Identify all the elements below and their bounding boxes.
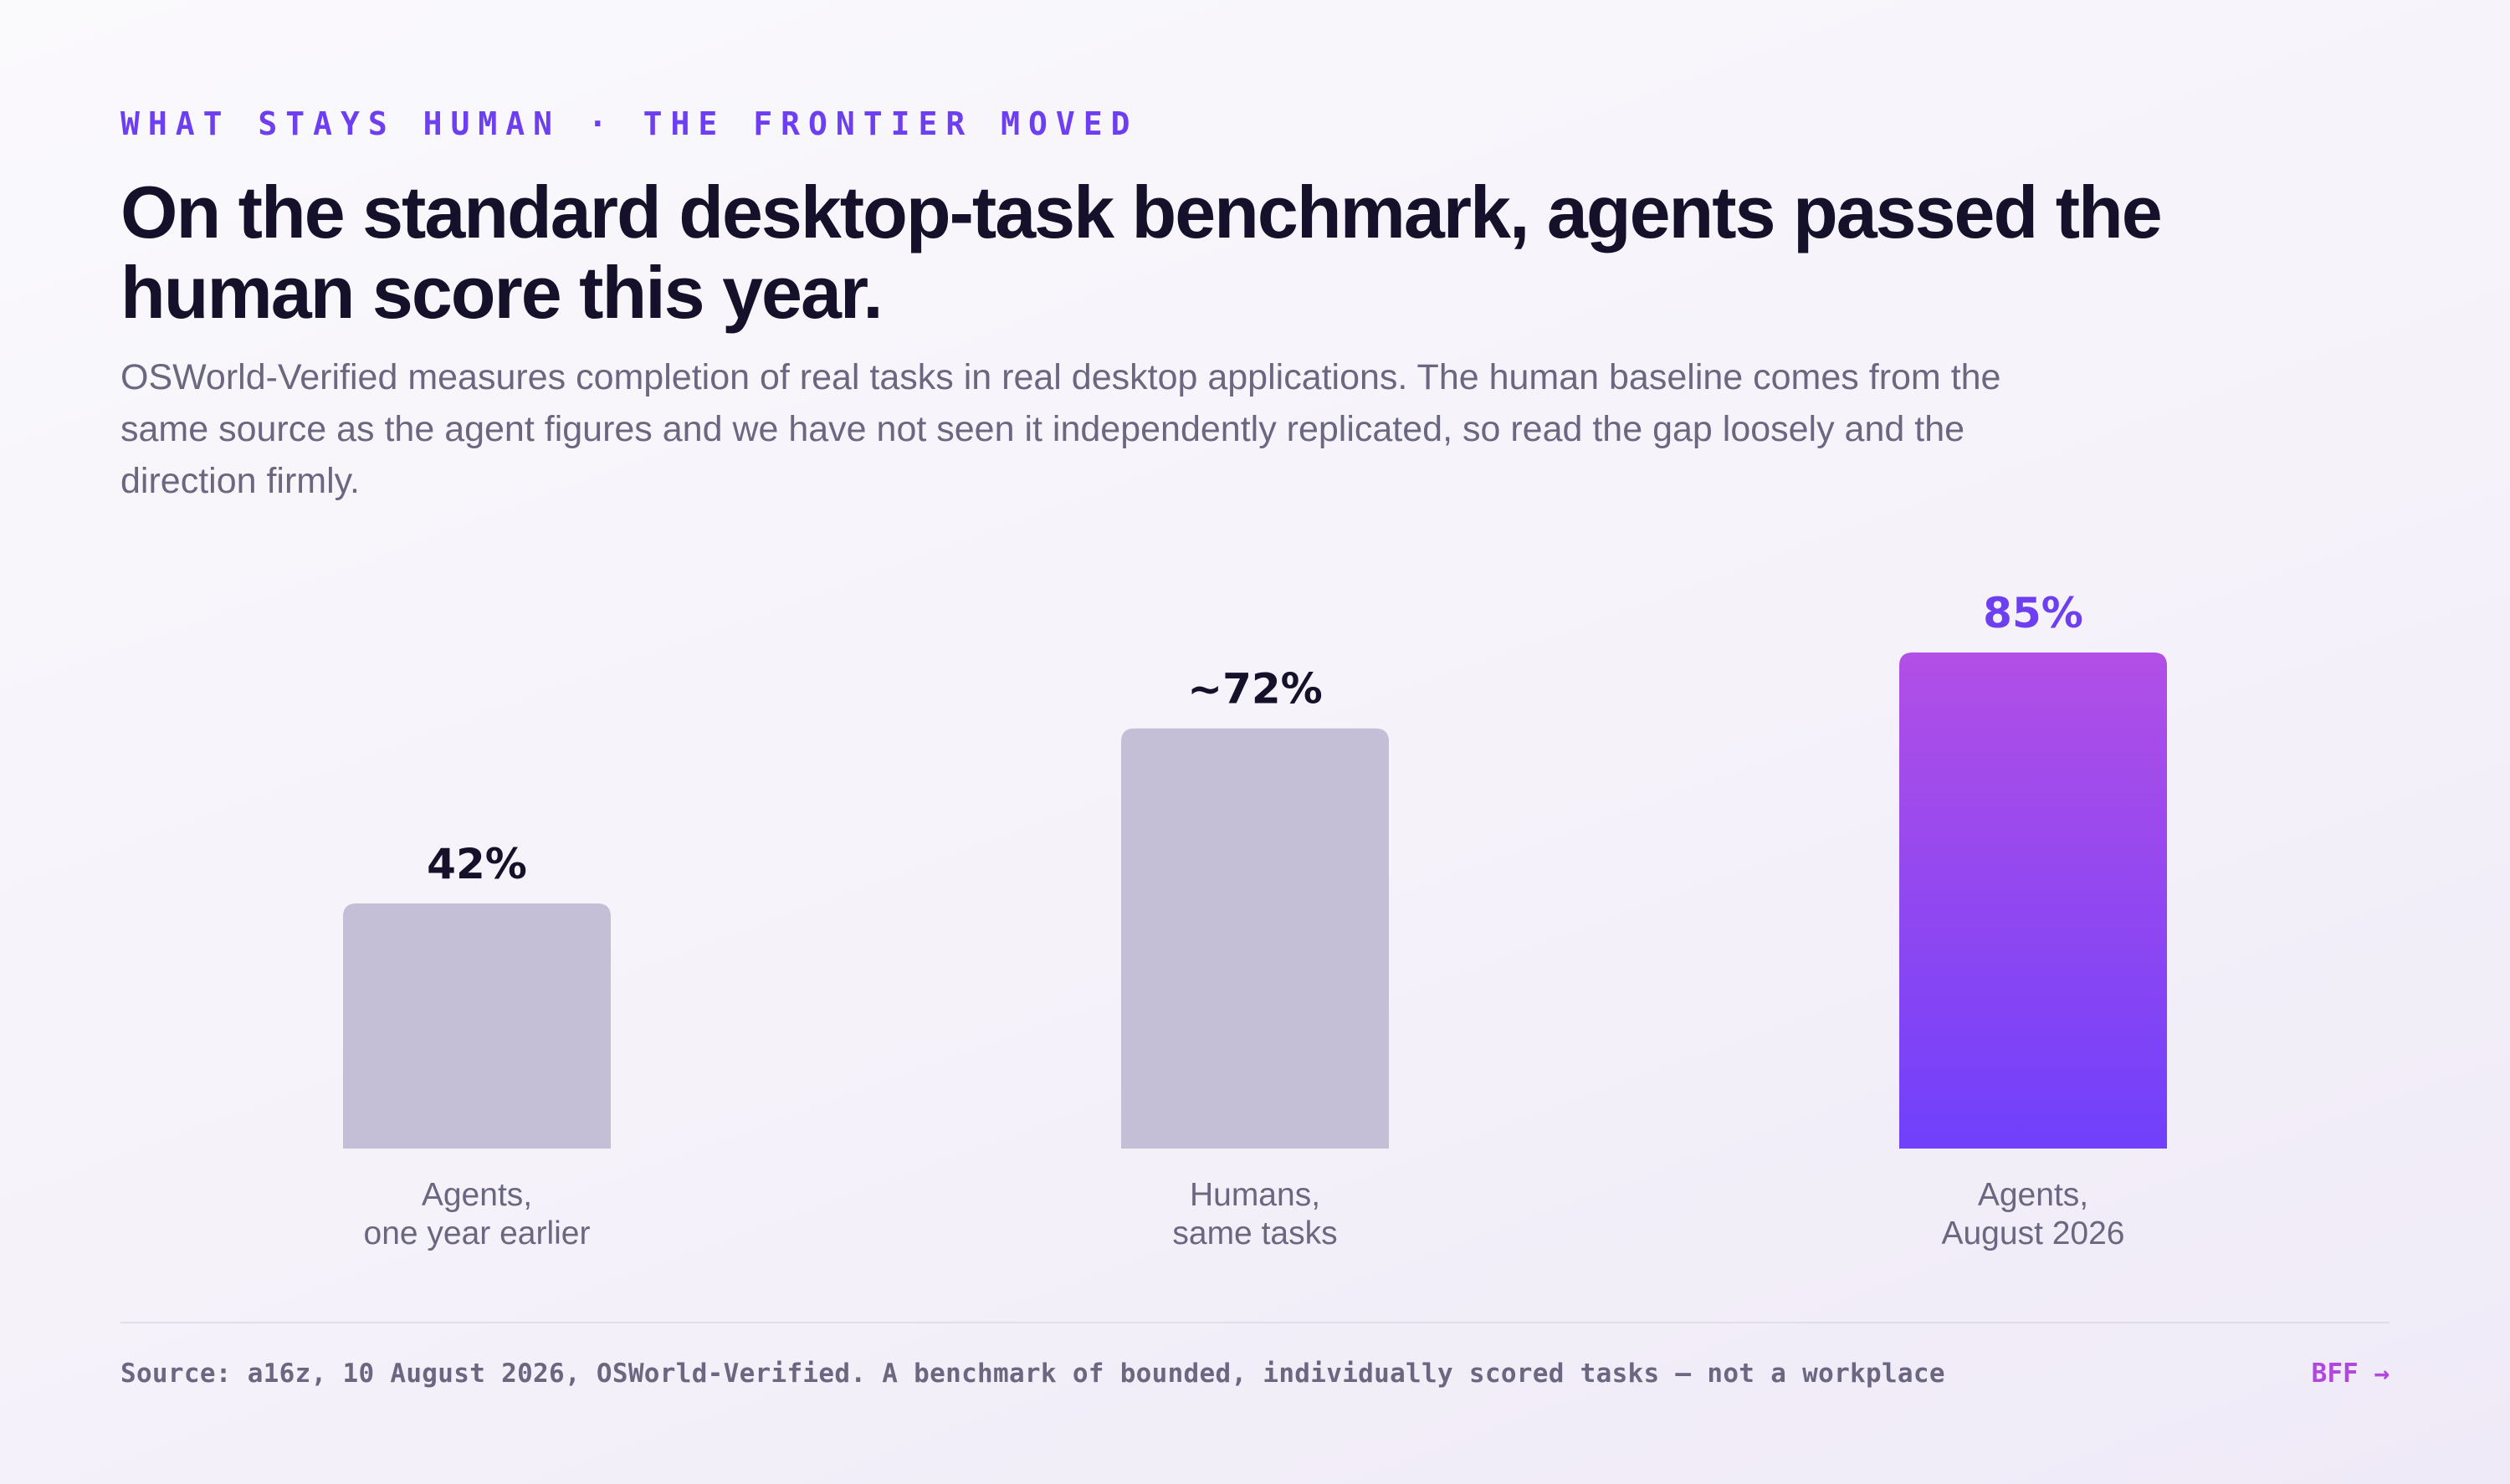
value-label-1: ~72%: [1187, 665, 1323, 714]
category-label-1-line-0: Humans,: [1190, 1177, 1320, 1213]
page-title: On the standard desktop-task benchmark, …: [120, 171, 2163, 334]
bar-1: [1121, 728, 1389, 1149]
eyebrow-label: WHAT STAYS HUMAN · THE FRONTIER MOVED: [120, 105, 1139, 142]
footer-divider: [120, 1322, 2390, 1323]
category-label-0-line-1: one year earlier: [364, 1215, 591, 1251]
bar-2: [1899, 652, 2167, 1149]
category-label-1-line-1: same tasks: [1172, 1215, 1337, 1251]
category-label-2-line-1: August 2026: [1941, 1215, 2124, 1251]
source-note: Source: a16z, 10 August 2026, OSWorld-Ve…: [120, 1359, 1945, 1389]
page-subtitle: OSWorld-Verified measures completion of …: [120, 357, 2001, 501]
category-label-0-line-0: Agents,: [422, 1177, 532, 1213]
bar-0: [343, 903, 611, 1149]
value-label-0: 42%: [427, 840, 527, 888]
value-label-2: 85%: [1983, 589, 2083, 637]
category-label-2-line-0: Agents,: [1978, 1177, 2088, 1213]
brand-link[interactable]: BFF →: [2311, 1359, 2390, 1389]
